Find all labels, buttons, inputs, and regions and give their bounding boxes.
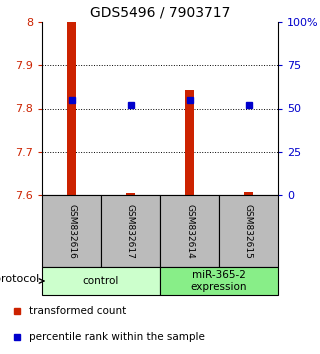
Bar — [160, 267, 278, 295]
Bar — [160, 195, 219, 267]
Text: control: control — [83, 276, 119, 286]
Bar — [42, 195, 101, 267]
Bar — [42, 267, 160, 295]
Text: miR-365-2
expression: miR-365-2 expression — [191, 270, 247, 292]
Text: GDS5496 / 7903717: GDS5496 / 7903717 — [90, 5, 230, 19]
Bar — [126, 193, 135, 195]
Text: GSM832617: GSM832617 — [126, 204, 135, 258]
Bar — [244, 192, 253, 195]
Bar — [67, 22, 76, 195]
Text: transformed count: transformed count — [29, 306, 126, 316]
Bar — [219, 195, 278, 267]
Text: protocol: protocol — [0, 274, 39, 284]
Bar — [101, 195, 160, 267]
Text: GSM832614: GSM832614 — [185, 204, 194, 258]
Text: GSM832615: GSM832615 — [244, 204, 253, 258]
Text: percentile rank within the sample: percentile rank within the sample — [29, 332, 205, 342]
Text: GSM832616: GSM832616 — [67, 204, 76, 258]
Bar — [185, 90, 194, 195]
